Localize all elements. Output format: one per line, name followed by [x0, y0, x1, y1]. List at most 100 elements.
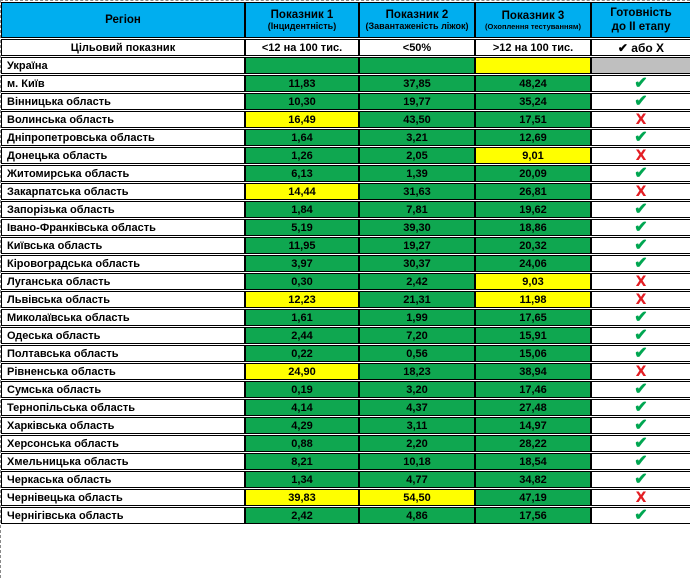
region-cell: Луганська область [1, 273, 245, 290]
indicator1-value-cell: 6,13 [245, 165, 359, 182]
region-cell: Кіровоградська область [1, 255, 245, 272]
region-cell: Полтавська область [1, 345, 245, 362]
table-row: Чернівецька область 39,83 54,50 47,19 X [1, 489, 690, 506]
indicator1-value-cell [245, 57, 359, 74]
column-header-indicator2: Показник 2 (Завантаженість ліжок) [359, 2, 475, 38]
check-icon: ✔ [634, 417, 648, 434]
column-header-label: Показник 3 [501, 9, 565, 22]
indicator1-value-cell: 2,44 [245, 327, 359, 344]
readiness-cell: ✔ [591, 327, 690, 344]
check-icon: ✔ [634, 327, 648, 344]
column-header-subtitle: (Завантаженість ліжок) [365, 21, 469, 32]
indicator1-value-cell: 1,84 [245, 201, 359, 218]
readiness-cell: ✔ [591, 255, 690, 272]
table-row: Черкаська область 1,34 4,77 34,82 ✔ [1, 471, 690, 488]
table-row: м. Київ 11,83 37,85 48,24 ✔ [1, 75, 690, 92]
indicator1-value-cell: 5,19 [245, 219, 359, 236]
indicator1-value-cell: 10,30 [245, 93, 359, 110]
readiness-cell: ✔ [591, 345, 690, 362]
check-icon: ✔ [634, 381, 648, 398]
check-icon: ✔ [634, 309, 648, 326]
readiness-cell: ✔ [591, 129, 690, 146]
readiness-cell: ✔ [591, 201, 690, 218]
indicator3-value-cell [475, 57, 591, 74]
table-row: Рівненська область 24,90 18,23 38,94 X [1, 363, 690, 380]
table-row: Україна [1, 57, 690, 74]
cross-icon: X [635, 363, 647, 380]
region-cell: Харківська область [1, 417, 245, 434]
indicator1-value-cell: 1,26 [245, 147, 359, 164]
readiness-cell: X [591, 273, 690, 290]
check-icon: ✔ [634, 75, 648, 92]
check-icon: ✔ [634, 399, 648, 416]
check-icon: ✔ [634, 237, 648, 254]
readiness-cell: ✔ [591, 507, 690, 524]
indicator3-value-cell: 26,81 [475, 183, 591, 200]
cross-icon: X [635, 291, 647, 308]
indicator3-value-cell: 38,94 [475, 363, 591, 380]
region-cell: Хмельницька область [1, 453, 245, 470]
check-icon: ✔ [634, 165, 648, 182]
indicator2-value-cell: 19,27 [359, 237, 475, 254]
indicator2-value-cell: 7,20 [359, 327, 475, 344]
indicator3-value-cell: 9,01 [475, 147, 591, 164]
indicator2-value-cell: 18,23 [359, 363, 475, 380]
indicator3-value-cell: 17,51 [475, 111, 591, 128]
readiness-cell: X [591, 291, 690, 308]
target-indicator3: >12 на 100 тис. [475, 39, 591, 56]
column-header-indicator1: Показник 1 (Інцидентність) [245, 2, 359, 38]
readiness-cell: ✔ [591, 75, 690, 92]
check-icon: ✔ [634, 345, 648, 362]
readiness-cell: X [591, 363, 690, 380]
indicator3-value-cell: 15,06 [475, 345, 591, 362]
region-cell: Івано-Франківська область [1, 219, 245, 236]
cross-icon: X [635, 147, 647, 164]
indicator1-value-cell: 4,14 [245, 399, 359, 416]
check-icon: ✔ [634, 471, 648, 488]
cross-icon: X [635, 183, 647, 200]
column-header-subtitle: (Інцидентність) [267, 21, 337, 32]
check-icon: ✔ [634, 435, 648, 452]
table-row: Запорізька область 1,84 7,81 19,62 ✔ [1, 201, 690, 218]
indicator3-value-cell: 17,56 [475, 507, 591, 524]
indicator1-value-cell: 1,34 [245, 471, 359, 488]
indicator1-value-cell: 16,49 [245, 111, 359, 128]
indicator2-value-cell: 4,86 [359, 507, 475, 524]
column-header-subtitle: до ІІ етапу [611, 21, 671, 33]
indicator3-value-cell: 18,86 [475, 219, 591, 236]
region-cell: Чернівецька область [1, 489, 245, 506]
indicator2-value-cell: 2,42 [359, 273, 475, 290]
indicator1-value-cell: 4,29 [245, 417, 359, 434]
table-row: Івано-Франківська область 5,19 39,30 18,86 ✔ [1, 219, 690, 236]
indicator3-value-cell: 9,03 [475, 273, 591, 290]
indicator2-value-cell: 2,20 [359, 435, 475, 452]
indicator1-value-cell: 0,88 [245, 435, 359, 452]
column-header-readiness: Готовність до ІІ етапу [591, 2, 690, 38]
table-row: Харківська область 4,29 3,11 14,97 ✔ [1, 417, 690, 434]
region-cell: Житомирська область [1, 165, 245, 182]
region-cell: м. Київ [1, 75, 245, 92]
table-row: Дніпропетровська область 1,64 3,21 12,69 ✔ [1, 129, 690, 146]
region-cell: Вінницька область [1, 93, 245, 110]
readiness-cell: X [591, 111, 690, 128]
indicator2-value-cell: 1,39 [359, 165, 475, 182]
column-header-label: Показник 1 [270, 8, 334, 21]
indicator3-value-cell: 35,24 [475, 93, 591, 110]
indicator3-value-cell: 17,46 [475, 381, 591, 398]
indicator1-value-cell: 11,95 [245, 237, 359, 254]
region-cell: Одеська область [1, 327, 245, 344]
indicator1-value-cell: 12,23 [245, 291, 359, 308]
indicator1-value-cell: 1,61 [245, 309, 359, 326]
indicator1-value-cell: 11,83 [245, 75, 359, 92]
indicator1-value-cell: 24,90 [245, 363, 359, 380]
rows-body: Україна м. Київ 11,83 37,85 48,24 ✔ Вінницька … [1, 57, 690, 524]
region-cell: Закарпатська область [1, 183, 245, 200]
column-header-indicator3: Показник 3 (Охоплення тестуванням) [475, 2, 591, 38]
readiness-cell: ✔ [591, 237, 690, 254]
indicator2-value-cell: 3,21 [359, 129, 475, 146]
cross-icon: X [635, 489, 647, 506]
readiness-cell: ✔ [591, 453, 690, 470]
indicator2-value-cell: 43,50 [359, 111, 475, 128]
region-cell: Україна [1, 57, 245, 74]
indicator1-value-cell: 8,21 [245, 453, 359, 470]
